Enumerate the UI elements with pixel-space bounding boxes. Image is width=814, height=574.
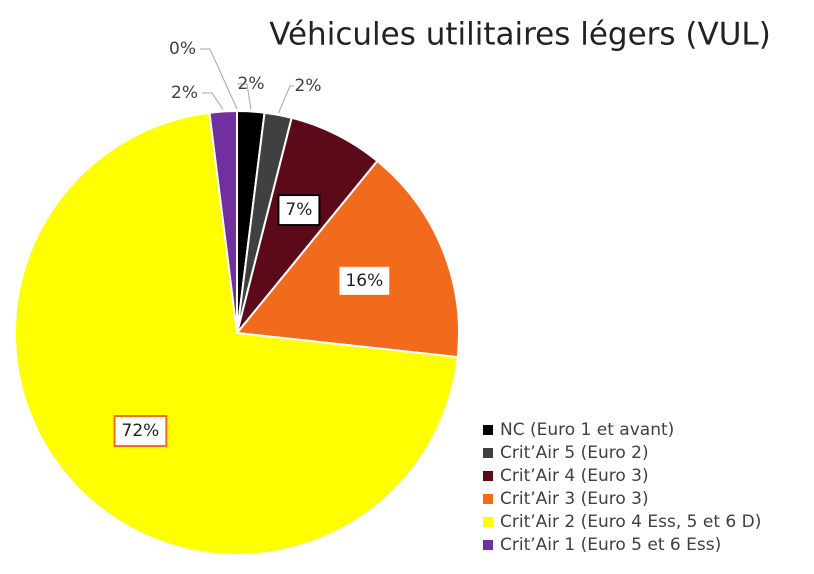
label-box xyxy=(113,415,168,448)
leader-line xyxy=(237,83,252,110)
label-box xyxy=(337,264,392,297)
legend-label: NC (Euro 1 et avant) xyxy=(500,420,674,440)
pie-slice xyxy=(235,159,460,359)
data-label: 7% xyxy=(285,200,312,220)
data-label: 72% xyxy=(122,421,160,441)
chart-title: Véhicules utilitaires légers (VUL) xyxy=(269,17,771,53)
data-label: 2% xyxy=(171,83,198,103)
legend-label: Crit’Air 5 (Euro 2) xyxy=(500,443,649,463)
leader-line xyxy=(278,85,294,114)
legend-label: Crit’Air 1 (Euro 5 et 6 Ess) xyxy=(500,535,721,555)
data-label: 0% xyxy=(169,39,196,59)
data-label: 16% xyxy=(345,271,383,291)
legend-swatch xyxy=(483,425,493,435)
data-label: 2% xyxy=(238,74,265,94)
leader-line xyxy=(202,92,224,110)
legend-swatch xyxy=(483,448,493,458)
legend-swatch xyxy=(483,517,493,527)
legend-swatch xyxy=(483,471,493,481)
data-label: 2% xyxy=(295,76,322,96)
legend-label: Crit’Air 2 (Euro 4 Ess, 5 et 6 D) xyxy=(500,512,761,532)
leader-line xyxy=(200,48,238,110)
legend-label: Crit’Air 3 (Euro 3) xyxy=(500,489,649,509)
label-box xyxy=(277,194,321,227)
legend-swatch xyxy=(483,494,493,504)
legend-label: Crit’Air 4 (Euro 3) xyxy=(500,466,649,486)
legend-swatch xyxy=(483,540,493,550)
